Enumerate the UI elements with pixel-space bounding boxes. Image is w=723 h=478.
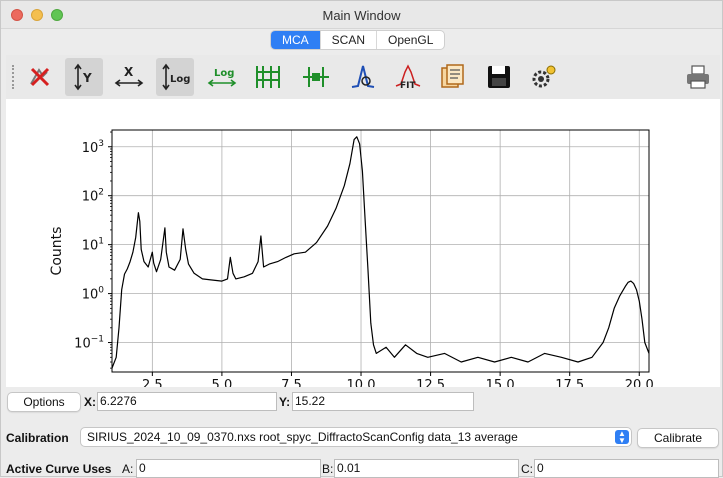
spectrum-line: [111, 136, 650, 369]
x-tick-label: 12.5: [416, 378, 445, 387]
fit-icon: FIT: [395, 64, 421, 91]
close-window-button[interactable]: [11, 9, 23, 21]
x-coordinate-field[interactable]: 6.2276: [97, 392, 277, 411]
toolbar-grip[interactable]: [12, 65, 14, 89]
x-coordinate-label: X:: [84, 395, 96, 409]
x-tick-label: 15.0: [486, 378, 515, 387]
reset-zoom-button[interactable]: [21, 58, 59, 96]
window-title: Main Window: [322, 8, 401, 23]
peak-search-icon: [351, 65, 375, 88]
mca-chart[interactable]: 2.5 5.0 7.5 10.0 12.5 15.0 17.5 20.0 10−1 100 101 1…: [6, 99, 720, 409]
print-icon: [687, 65, 709, 89]
maximize-window-button[interactable]: [51, 9, 63, 21]
view-tabs: MCA SCAN OpenGL: [270, 30, 446, 50]
fit-report-icon: [441, 64, 464, 88]
y-autoscale-button[interactable]: Y: [65, 58, 103, 96]
calibration-select[interactable]: SIRIUS_2024_10_09_0370.nxs root_spyc_Dif…: [80, 427, 632, 447]
x-tick-label: 2.5: [142, 378, 163, 387]
plot-background: [112, 130, 649, 372]
roi-button[interactable]: [297, 58, 335, 96]
x-log-text: Log: [214, 68, 234, 79]
reset-zoom-icon: [30, 67, 50, 87]
y-log-button[interactable]: Log: [156, 58, 194, 96]
save-icon: [488, 66, 510, 88]
x-tick-label: 5.0: [212, 378, 233, 387]
coeff-a-field[interactable]: 0: [136, 459, 321, 478]
y-log-text: Log: [170, 74, 190, 85]
options-button[interactable]: Options: [7, 392, 81, 412]
y-autoscale-icon: Y: [74, 63, 92, 91]
y-autoscale-letter: Y: [82, 71, 92, 85]
x-tick-label: 17.5: [555, 378, 584, 387]
x-tick-label: 10.0: [347, 378, 376, 387]
fit-icon-text: FIT: [400, 81, 416, 91]
title-bar: Main Window: [1, 1, 722, 29]
tab-mca[interactable]: MCA: [271, 31, 321, 49]
minimize-window-button[interactable]: [31, 9, 43, 21]
fit-button[interactable]: FIT: [389, 58, 427, 96]
y-coordinate-label: Y:: [279, 395, 291, 409]
y-tick-label: 102: [82, 188, 104, 205]
y-tick-label: 100: [82, 286, 105, 303]
x-tick-label: 7.5: [281, 378, 302, 387]
grid-button[interactable]: [249, 58, 287, 96]
x-tick-label: 20.0: [625, 378, 654, 387]
y-tick-label: 103: [82, 139, 104, 156]
coeff-b-field[interactable]: 0.01: [334, 459, 519, 478]
save-button[interactable]: [480, 58, 518, 96]
active-curve-label: Active Curve Uses: [6, 462, 112, 476]
print-button[interactable]: [679, 58, 717, 96]
coeff-a-label: A:: [122, 462, 134, 476]
plot-toolbar: Y X Log Log: [6, 55, 720, 99]
coeff-b-label: B:: [322, 462, 334, 476]
y-tick-label: 101: [82, 237, 104, 254]
peak-search-button[interactable]: [344, 58, 382, 96]
x-autoscale-letter: X: [124, 65, 134, 79]
tab-opengl[interactable]: OpenGL: [388, 33, 434, 47]
x-autoscale-icon: X: [114, 65, 144, 87]
y-log-icon: Log: [162, 63, 190, 91]
x-autoscale-button[interactable]: X: [110, 58, 148, 96]
y-coordinate-field[interactable]: 15.22: [292, 392, 474, 411]
plot-area[interactable]: 2.5 5.0 7.5 10.0 12.5 15.0 17.5 20.0 10−1 100 101 1…: [6, 99, 720, 409]
calibration-select-value: SIRIUS_2024_10_09_0370.nxs root_spyc_Dif…: [87, 430, 518, 444]
fit-report-button[interactable]: [433, 58, 471, 96]
calibration-label: Calibration: [6, 431, 69, 445]
calibrate-button[interactable]: Calibrate: [637, 428, 719, 448]
grid-icon: [256, 66, 280, 88]
tab-scan[interactable]: SCAN: [321, 31, 378, 49]
settings-icon: [532, 65, 556, 88]
coeff-c-label: C:: [521, 462, 533, 476]
x-log-icon: Log: [207, 68, 237, 87]
chevron-updown-icon: ▲ ▼: [615, 430, 629, 445]
roi-icon: [303, 67, 329, 87]
y-axis-label: Counts: [49, 227, 65, 276]
settings-button[interactable]: [524, 58, 562, 96]
axes-frame: [111, 129, 650, 373]
x-log-button[interactable]: Log: [203, 58, 241, 96]
y-tick-label: 10−1: [74, 335, 104, 352]
coeff-c-field[interactable]: 0: [534, 459, 719, 478]
